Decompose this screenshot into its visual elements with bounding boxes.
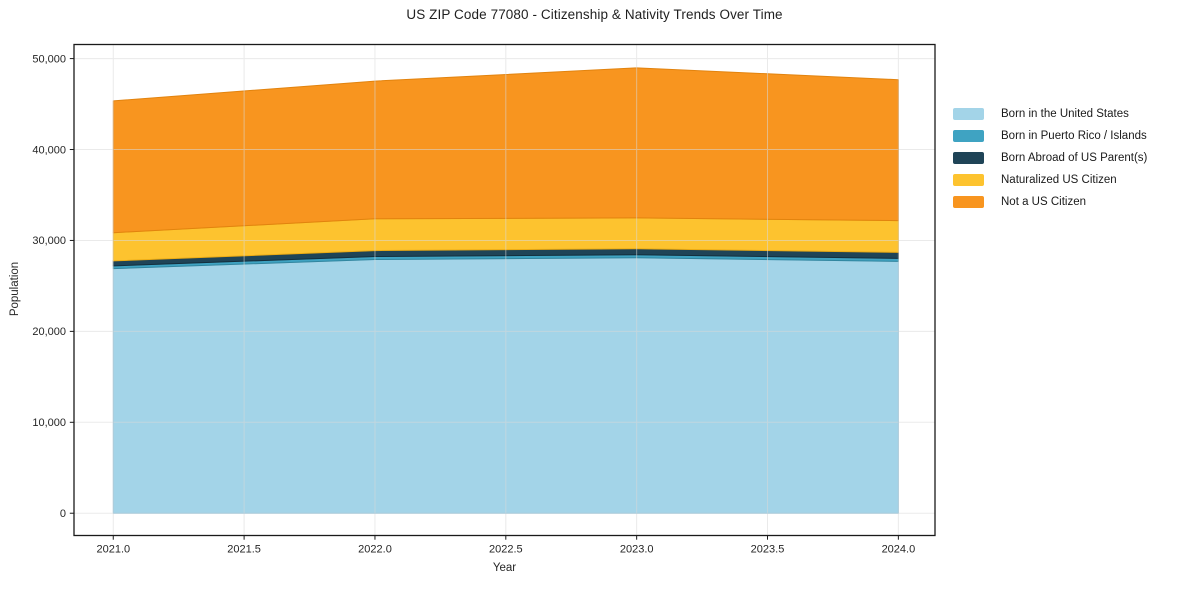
y-tick-label: 50,000 bbox=[32, 53, 66, 65]
x-tick-label: 2023.0 bbox=[620, 544, 654, 556]
x-tick-label: 2021.0 bbox=[96, 544, 130, 556]
x-tick-label: 2024.0 bbox=[882, 544, 916, 556]
y-tick-label: 40,000 bbox=[32, 144, 66, 156]
y-tick-label: 20,000 bbox=[32, 326, 66, 338]
x-tick-label: 2021.5 bbox=[227, 544, 261, 556]
x-axis-label: Year bbox=[492, 562, 517, 574]
legend-label: Born in Puerto Rico / Islands bbox=[1001, 130, 1147, 142]
axes-frame bbox=[73, 43, 936, 537]
y-tick-label: 10,000 bbox=[32, 417, 66, 429]
chart-title: US ZIP Code 77080 - Citizenship & Nativi… bbox=[406, 7, 783, 22]
legend-label: Naturalized US Citizen bbox=[1001, 174, 1117, 186]
legend-item: Not a US Citizen bbox=[953, 191, 1147, 213]
legend-label: Not a US Citizen bbox=[1001, 196, 1087, 208]
legend-item: Born in Puerto Rico / Islands bbox=[953, 125, 1147, 147]
legend-swatch bbox=[953, 174, 984, 186]
legend-item: Born Abroad of US Parent(s) bbox=[953, 147, 1147, 169]
y-axis-label: Population bbox=[9, 261, 21, 317]
x-tick-label: 2022.5 bbox=[489, 544, 523, 556]
legend-swatch bbox=[953, 196, 984, 208]
x-tick-label: 2023.5 bbox=[751, 544, 785, 556]
legend-swatch bbox=[953, 130, 984, 142]
legend-item: Born in the United States bbox=[953, 103, 1147, 125]
y-tick-label: 30,000 bbox=[32, 235, 66, 247]
x-tick-label: 2022.0 bbox=[358, 544, 392, 556]
legend: Born in the United States Born in Puerto … bbox=[953, 103, 1147, 213]
legend-item: Naturalized US Citizen bbox=[953, 169, 1147, 191]
legend-label: Born Abroad of US Parent(s) bbox=[1001, 152, 1148, 164]
legend-swatch bbox=[953, 108, 984, 120]
gridlines bbox=[74, 44, 935, 536]
legend-swatch bbox=[953, 152, 984, 164]
legend-label: Born in the United States bbox=[1001, 108, 1129, 120]
y-tick-label: 0 bbox=[60, 508, 66, 520]
tick-marks bbox=[69, 58, 899, 540]
